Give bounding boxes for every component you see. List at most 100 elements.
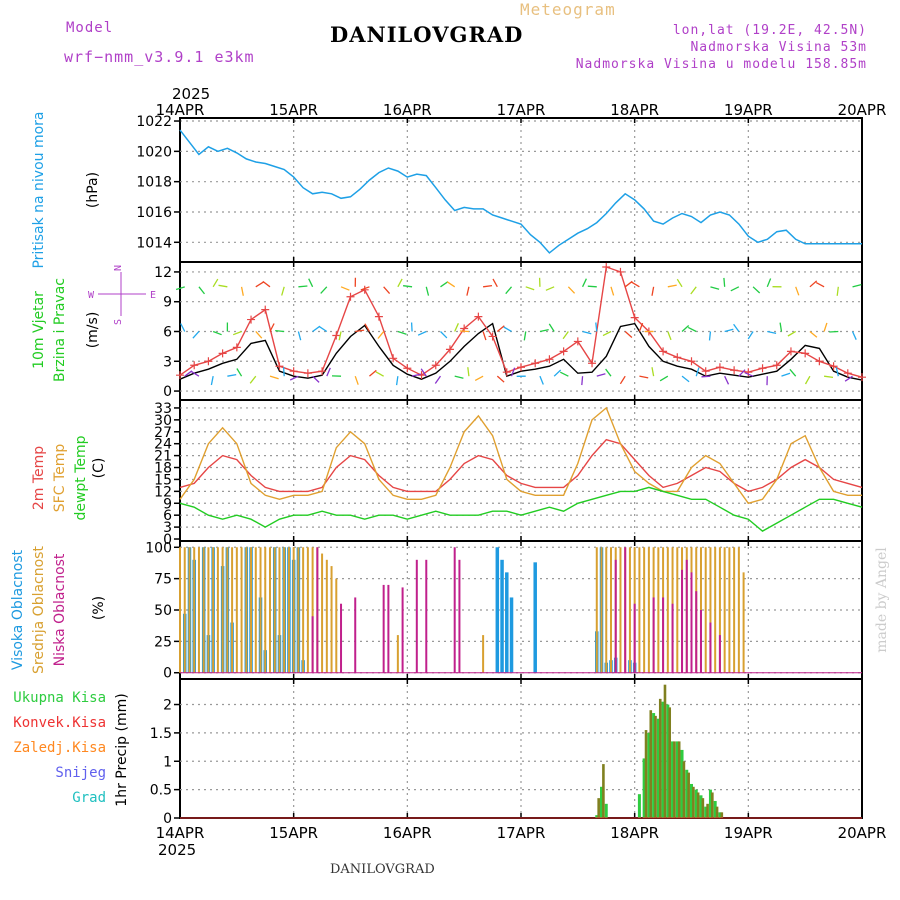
wind-arrow bbox=[567, 286, 576, 294]
y-tick-label: 3 bbox=[163, 354, 172, 370]
x-date-label-bottom: 16APR bbox=[383, 824, 432, 842]
bar-precip-grid-rain bbox=[644, 730, 648, 818]
wind-arrow bbox=[397, 278, 403, 288]
gust-marker bbox=[843, 369, 852, 378]
y-tick-label: 1016 bbox=[136, 205, 172, 221]
bar-clouds-low bbox=[453, 547, 456, 673]
wind-arrow bbox=[789, 368, 797, 377]
bar-clouds-mid bbox=[482, 635, 485, 673]
panel-frame bbox=[179, 399, 863, 542]
gust-marker bbox=[218, 349, 227, 358]
bar-precip-grid-rain bbox=[668, 707, 672, 818]
y-tick-label: 1020 bbox=[136, 144, 172, 160]
wind-arrow bbox=[175, 286, 185, 291]
y-tick-label: 75 bbox=[154, 572, 172, 588]
bar-clouds-mid bbox=[676, 547, 679, 673]
gust-marker bbox=[232, 343, 241, 352]
gust-marker bbox=[275, 362, 284, 371]
gust-marker bbox=[346, 292, 355, 301]
wind-arrow bbox=[377, 331, 385, 339]
bar-clouds-low bbox=[690, 572, 693, 673]
compass-s: S bbox=[113, 319, 124, 325]
wind-arrow bbox=[545, 286, 555, 291]
wind-arrow bbox=[190, 370, 200, 377]
bar-clouds-high bbox=[533, 562, 537, 673]
line-temperature-2m-Temp bbox=[179, 438, 863, 493]
y-tick-label: 27 bbox=[154, 425, 172, 441]
wind-arrow bbox=[681, 375, 690, 383]
panel-precip: 0 0.5 1 1.5 2 bbox=[150, 678, 863, 827]
gust-marker bbox=[332, 331, 341, 340]
gust-marker bbox=[374, 312, 383, 321]
compass-n: N bbox=[113, 265, 124, 271]
gust-marker bbox=[772, 361, 781, 370]
wind-arrow bbox=[587, 285, 597, 288]
wind-arrow bbox=[503, 326, 512, 333]
wind-arrow bbox=[835, 367, 839, 377]
y-tick-label: 15 bbox=[154, 472, 172, 488]
wind-arrow bbox=[595, 322, 598, 332]
wind-arrow bbox=[667, 331, 672, 341]
bar-clouds-high bbox=[509, 597, 514, 673]
bar-clouds-mid bbox=[657, 547, 660, 673]
wind-arrow bbox=[631, 281, 640, 288]
y-tick-label: 50 bbox=[154, 603, 172, 619]
bar-precip-grid-rain bbox=[715, 806, 719, 818]
wind-arrow bbox=[298, 285, 308, 288]
bar-clouds-mid bbox=[628, 547, 631, 673]
compass-w: W bbox=[88, 290, 95, 301]
y-tick-label: 24 bbox=[154, 437, 172, 453]
bar-clouds-mid bbox=[188, 547, 191, 673]
y-tick-label: 1.5 bbox=[150, 726, 172, 742]
bar-clouds-low bbox=[652, 597, 655, 673]
bar-precip-grid-rain bbox=[654, 715, 657, 818]
gust-marker bbox=[445, 345, 454, 354]
y-tick-label: 9 bbox=[163, 295, 172, 311]
gust-marker bbox=[730, 366, 739, 375]
bar-clouds-low bbox=[671, 603, 674, 673]
bar-clouds-mid bbox=[212, 547, 215, 673]
wind-arrow bbox=[708, 331, 712, 341]
bar-clouds-mid bbox=[638, 547, 641, 673]
wind-arrow bbox=[844, 375, 853, 382]
panel-pressure: 1014 1016 1018 1020 1022 bbox=[136, 114, 863, 263]
y-tick-label: 12 bbox=[154, 484, 172, 500]
wind-arrow bbox=[355, 329, 365, 333]
x-date-label-top: 16APR bbox=[383, 101, 432, 119]
gust-marker bbox=[673, 353, 682, 362]
precip-legend-item: Konvek.Kisa bbox=[13, 715, 106, 731]
wind-arrow bbox=[269, 323, 275, 332]
wind-arrow bbox=[255, 281, 264, 288]
wind-arrow bbox=[523, 331, 527, 341]
bar-clouds-mid bbox=[595, 547, 598, 673]
wind-arrow bbox=[809, 330, 818, 338]
y-tick-label: 0 bbox=[163, 384, 172, 400]
bar-precip-grid-rain bbox=[711, 792, 714, 818]
bar-clouds-low bbox=[311, 616, 314, 673]
x-date-label-top: 17APR bbox=[497, 101, 546, 119]
wind-arrow bbox=[275, 329, 285, 333]
bar-clouds-mid bbox=[264, 547, 267, 673]
wind-arrow bbox=[312, 325, 321, 333]
wind-axis-label-2: Brzina i Pravac bbox=[52, 278, 68, 382]
wind-arrow bbox=[701, 375, 711, 378]
bar-precip-grid-rain bbox=[692, 786, 695, 818]
wind-arrow bbox=[454, 323, 459, 332]
bar-precip-total-rain bbox=[666, 704, 670, 818]
bar-precip-grid-rain bbox=[687, 772, 690, 818]
bar-clouds-mid bbox=[292, 547, 295, 673]
wind-arrow bbox=[787, 330, 797, 337]
y-tick-label: 2 bbox=[163, 698, 172, 714]
wind-arrow bbox=[192, 331, 200, 339]
wind-arrow bbox=[180, 323, 186, 332]
wind-arrow bbox=[852, 283, 862, 288]
bar-precip-grid-rain bbox=[701, 798, 705, 818]
precip-legend-item: Snijeg bbox=[55, 765, 106, 781]
bar-clouds-mid bbox=[714, 547, 717, 673]
y-tick-label: 6 bbox=[163, 324, 172, 340]
wind-arrow bbox=[320, 286, 328, 294]
cloud-unit-label: (%) bbox=[91, 596, 107, 620]
bar-precip-total-rain bbox=[661, 701, 665, 818]
gust-marker bbox=[474, 312, 483, 321]
